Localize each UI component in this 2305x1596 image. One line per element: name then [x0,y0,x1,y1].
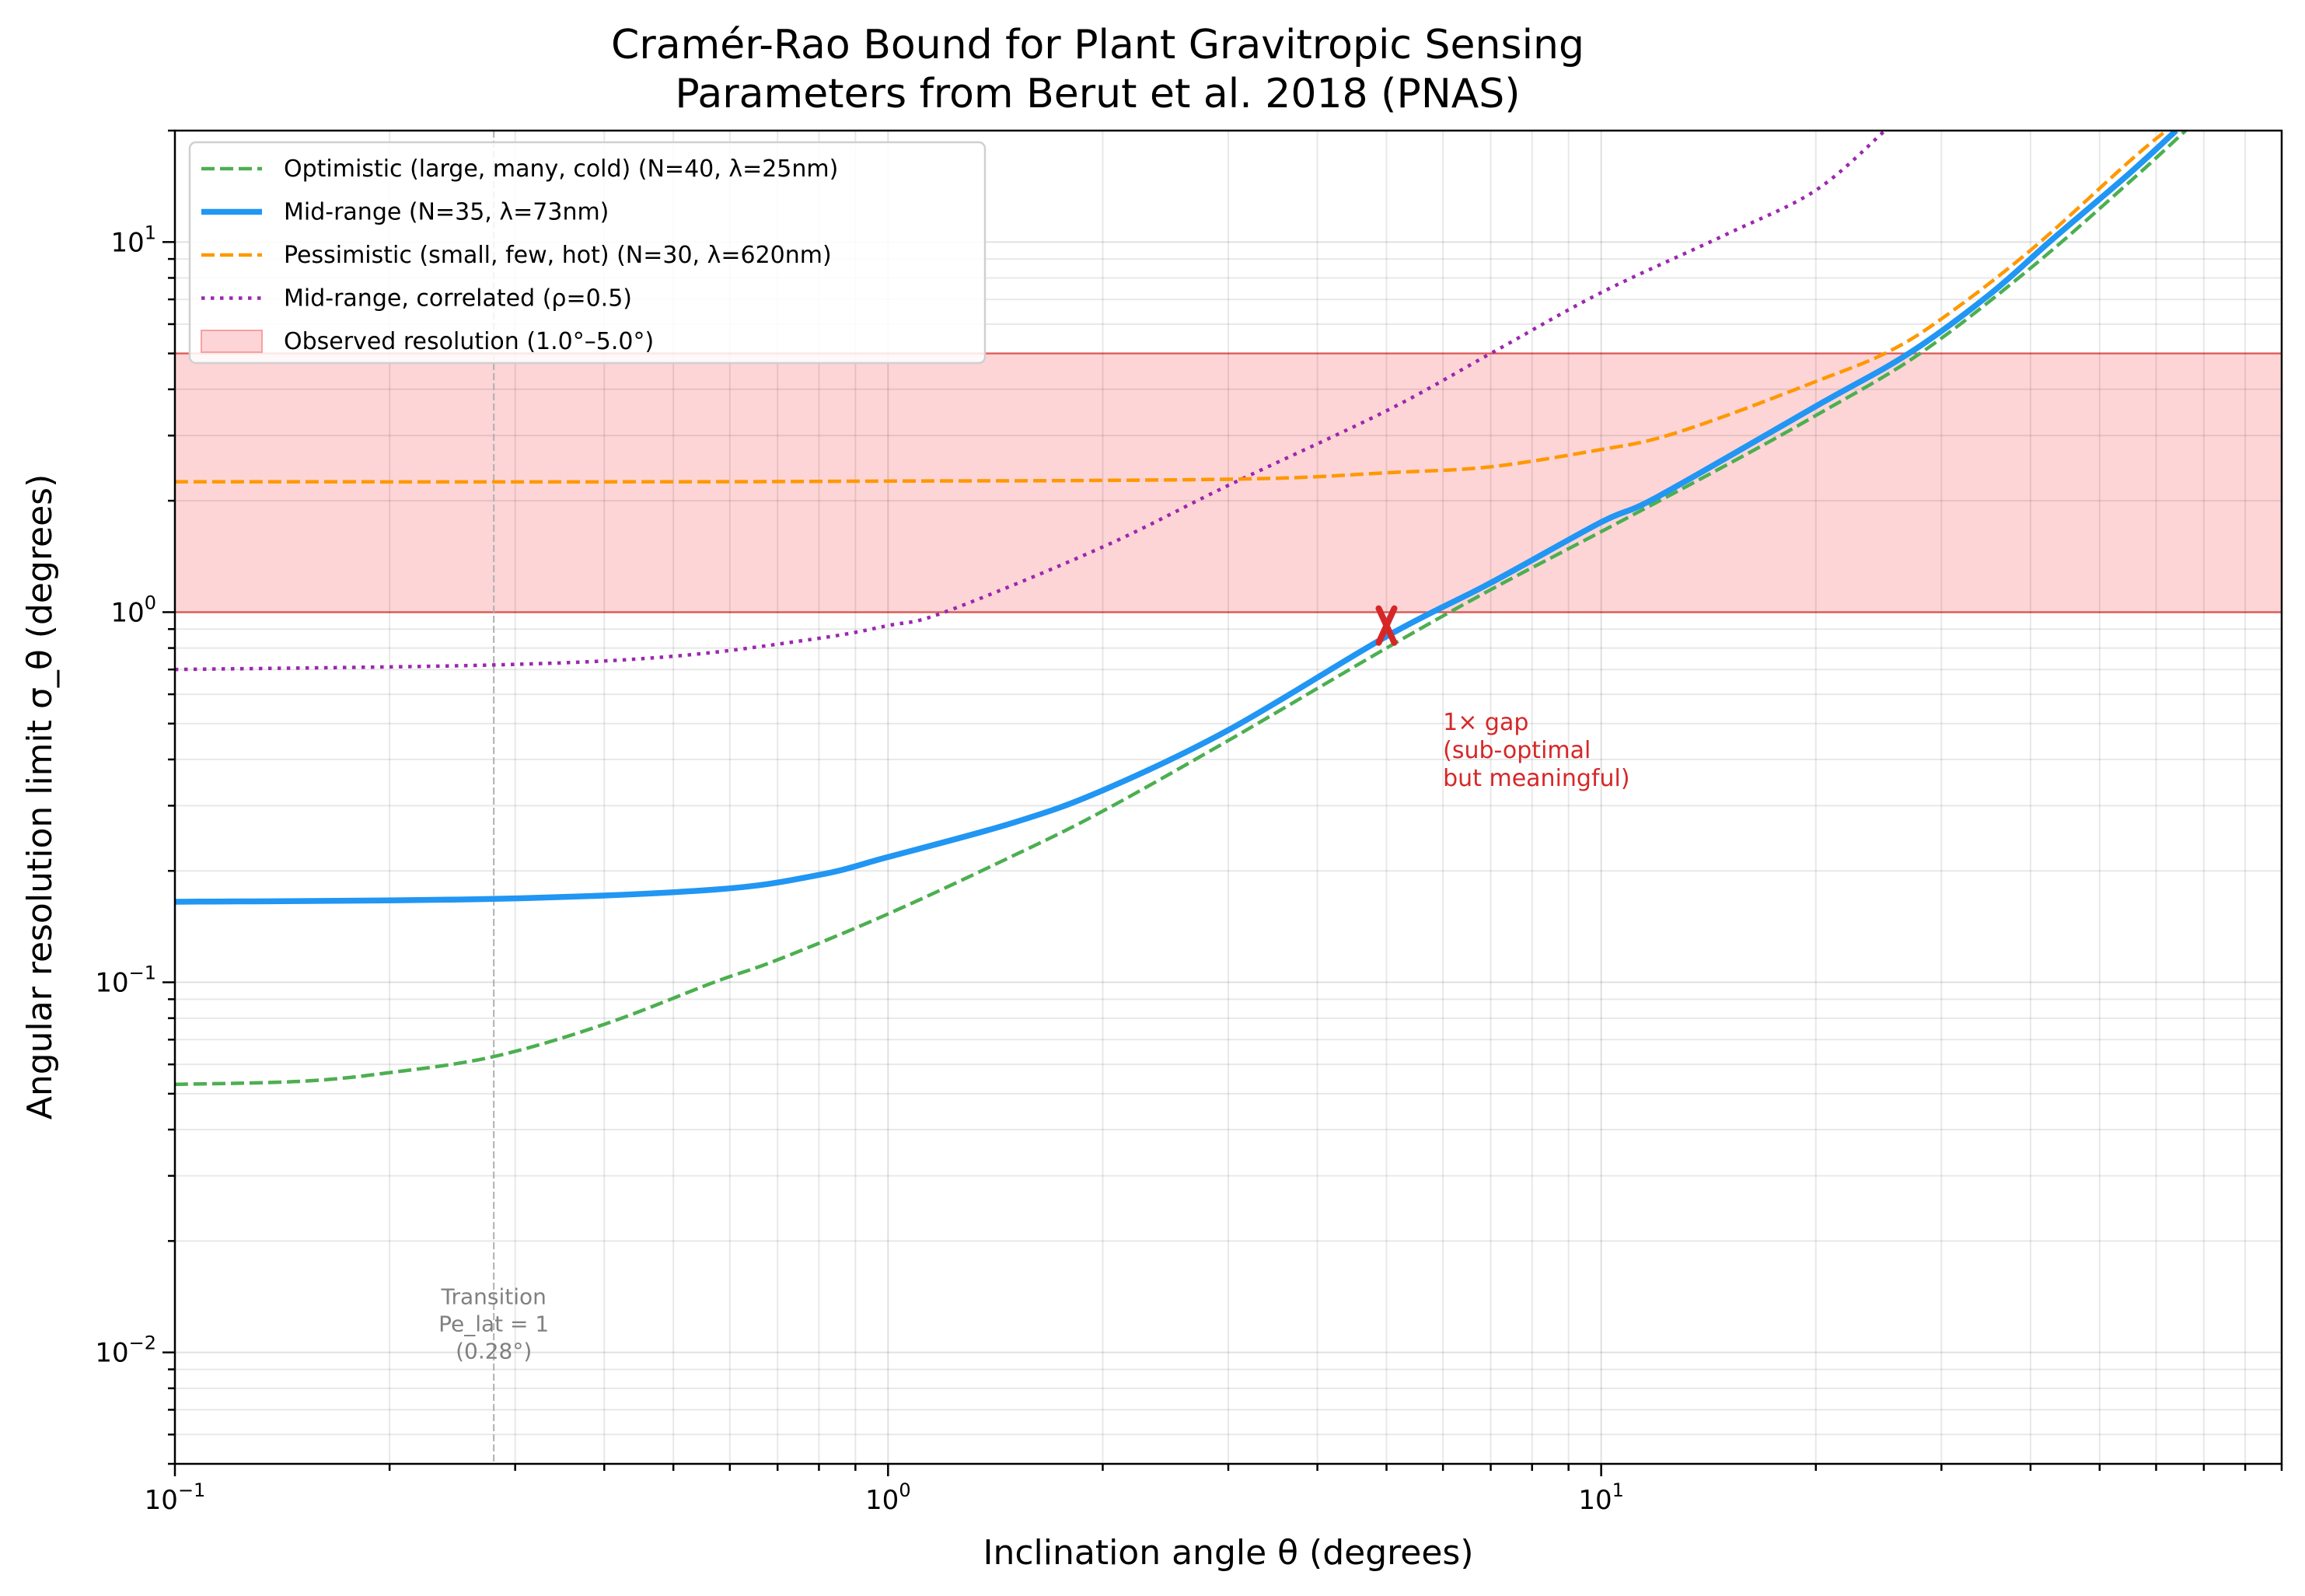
chart-title-line2: Parameters from Berut et al. 2018 (PNAS) [675,71,1520,117]
tick-exponent: 1 [145,222,156,243]
y-axis-label: Angular resolution limit σ_θ (degrees) [20,474,60,1120]
legend: Optimistic (large, many, cold) (N=40, λ=… [188,141,987,365]
legend-label: Pessimistic (small, few, hot) (N=30, λ=6… [284,242,832,269]
tick-exponent: −1 [129,962,156,984]
series-line-2 [175,131,2167,484]
tick-base: 10 [865,1485,899,1516]
tick-base: 10 [95,968,128,999]
y-tick-label: 100 [110,592,156,628]
tick-base: 10 [145,1485,178,1516]
tick-exponent: 0 [899,1479,910,1501]
y-tick-label: 101 [110,222,156,258]
annotations: 1× gap (sub-optimal but meaningful) Transit… [438,709,1629,1364]
annotation-line: (0.28°) [456,1339,532,1364]
annotation-line: 1× gap [1443,709,1528,736]
x-tick-label: 10−1 [145,1479,206,1516]
tick-exponent: 1 [1612,1479,1624,1501]
x-marker [1375,605,1398,646]
chart-title-line1: Cramér-Rao Bound for Plant Gravitropic S… [611,22,1584,68]
legend-label: Mid-range (N=35, λ=73nm) [284,199,609,226]
x-tick-label: 100 [865,1479,911,1516]
band-fill [175,353,2282,613]
x-tick-label: 101 [1578,1479,1624,1516]
tick-base: 10 [1578,1485,1612,1516]
tick-exponent: −2 [129,1332,156,1354]
series-line-0 [175,131,2187,1087]
legend-swatch-band [201,330,263,353]
y-tick-label: 10−2 [95,1332,156,1369]
series-line-3 [175,131,1887,672]
annotation-line: Transition [440,1284,546,1310]
tick-base: 10 [110,227,144,258]
gap-marker [1375,605,1398,646]
legend-label: Mid-range, correlated (ρ=0.5) [284,285,632,313]
annotation-line: but meaningful) [1443,765,1629,792]
tick-base: 10 [95,1338,128,1369]
annotation-line: (sub-optimal [1443,737,1591,764]
tick-base: 10 [110,597,144,628]
transition-annotation: Transition Pe_lat = 1 (0.28°) [438,1284,549,1364]
legend-label: Observed resolution (1.0°–5.0°) [284,328,654,355]
annotation-line: Pe_lat = 1 [438,1311,549,1337]
gap-annotation: 1× gap (sub-optimal but meaningful) [1443,709,1629,792]
tick-exponent: 0 [145,592,156,613]
legend-label: Optimistic (large, many, cold) (N=40, λ=… [284,155,838,183]
y-tick-label: 10−1 [95,962,156,999]
observed-band [175,352,2282,613]
tick-exponent: −1 [178,1479,205,1501]
x-axis-label: Inclination angle θ (degrees) [983,1533,1473,1573]
